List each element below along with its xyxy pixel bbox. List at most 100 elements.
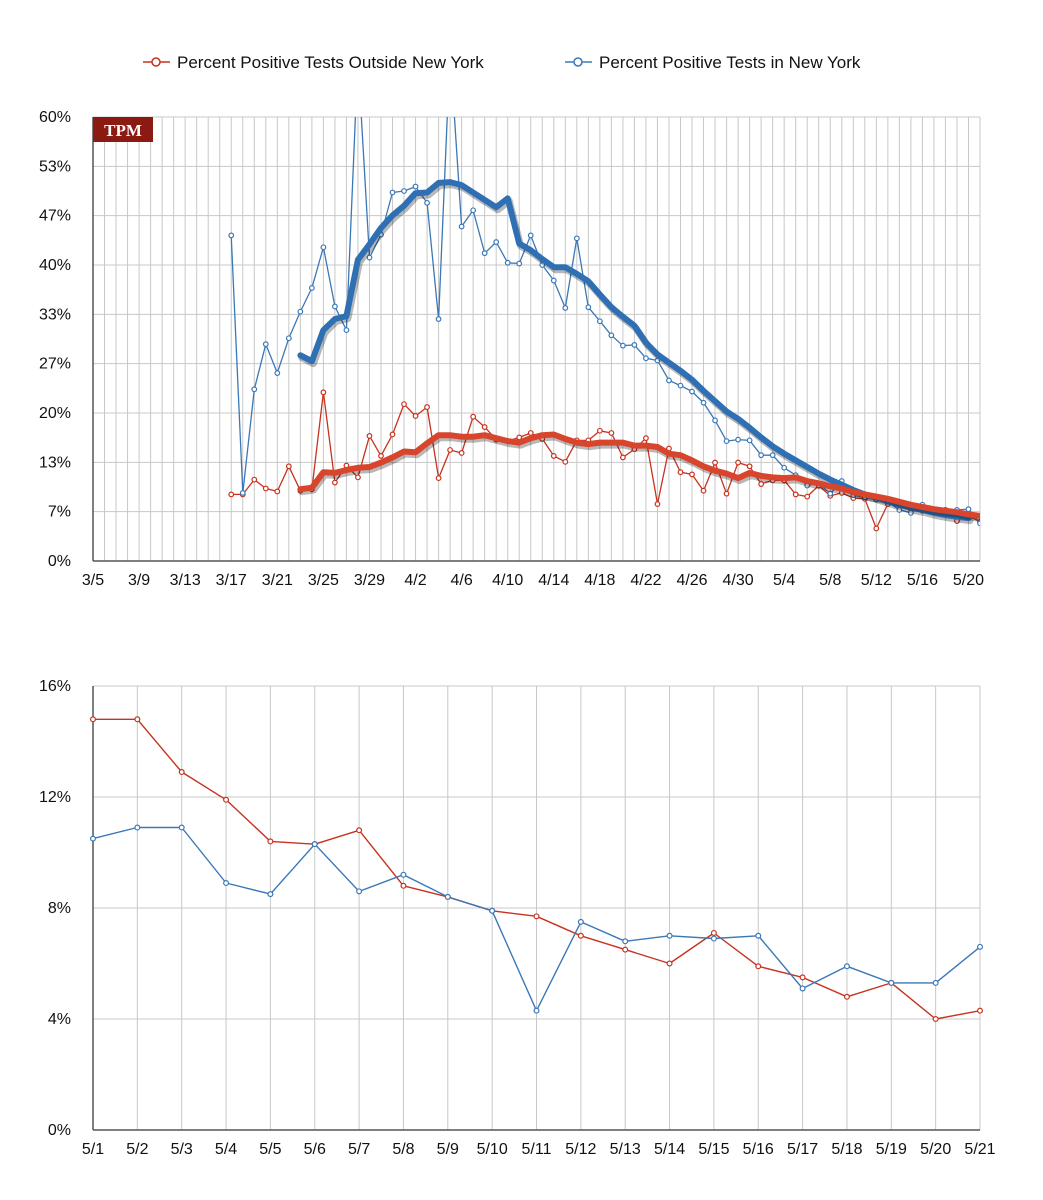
- data-point-newyork: [689, 388, 695, 395]
- x-tick-label: 5/18: [831, 1141, 862, 1158]
- data-point-newyork: [262, 341, 269, 348]
- data-point-outside: [723, 490, 730, 497]
- y-tick-label: 33%: [39, 306, 71, 323]
- x-tick-label: 5/16: [907, 572, 938, 589]
- data-point-newyork: [977, 520, 980, 527]
- x-tick-label: 5/4: [773, 572, 795, 589]
- y-tick-label: 47%: [39, 208, 71, 225]
- x-tick-label: 5/21: [964, 1141, 995, 1158]
- bottom-chart-grid: [92, 685, 981, 1131]
- legend-label-outside: Percent Positive Tests Outside New York: [177, 53, 484, 72]
- y-tick-label: 53%: [39, 158, 71, 175]
- data-point-newyork: [311, 841, 318, 848]
- data-point-newyork: [585, 304, 592, 311]
- legend-marker-outside: [151, 57, 161, 67]
- data-point-outside: [274, 488, 281, 495]
- data-point-outside: [596, 427, 603, 434]
- data-point-newyork: [308, 285, 315, 291]
- bottom-chart: 0% 4% 8% 12% 16% 5/1 5/2 5/3 5/4 5/5 5/6 5/7 5/8 5/9…: [39, 678, 996, 1158]
- data-point-outside: [550, 453, 557, 459]
- data-point-outside: [332, 479, 338, 486]
- data-point-newyork: [654, 357, 661, 364]
- top-chart-series: [228, 48, 1017, 532]
- data-point-outside: [989, 519, 994, 524]
- data-point-newyork: [424, 199, 430, 206]
- data-point-outside: [562, 458, 569, 465]
- data-point-outside: [400, 882, 407, 889]
- x-tick-label: 5/4: [215, 1141, 237, 1158]
- data-point-newyork: [134, 824, 141, 831]
- data-point-newyork: [267, 891, 274, 898]
- data-point-outside: [378, 453, 384, 459]
- data-point-newyork: [608, 332, 615, 339]
- data-point-newyork: [596, 318, 603, 325]
- data-point-newyork: [758, 452, 765, 459]
- data-point-newyork: [274, 370, 281, 376]
- x-tick-label: 5/12: [565, 1141, 596, 1158]
- x-tick-label: 5/1: [82, 1141, 104, 1158]
- trend-shadow-newyork_trend: [298, 181, 974, 525]
- top-chart-grid: [92, 116, 981, 562]
- x-tick-label: 5/17: [787, 1141, 818, 1158]
- data-point-newyork: [666, 377, 672, 384]
- data-point-newyork: [573, 235, 580, 242]
- legend-item-outside: Percent Positive Tests Outside New York: [143, 53, 484, 72]
- legend: Percent Positive Tests Outside New York …: [143, 53, 861, 72]
- x-tick-label: 4/26: [676, 572, 707, 589]
- top-chart-x-tick-labels: 3/5 3/9 3/13 3/17 3/21 3/25 3/29 4/2 4/6 4/10 4/14…: [82, 572, 984, 589]
- data-point-newyork: [89, 835, 96, 842]
- data-point-outside: [178, 769, 185, 776]
- x-tick-label: 4/22: [630, 572, 661, 589]
- data-point-outside: [355, 474, 361, 481]
- data-point-outside: [435, 475, 442, 482]
- x-tick-label: 5/11: [522, 1141, 552, 1158]
- data-point-newyork: [178, 824, 185, 831]
- legend-item-newyork: Percent Positive Tests in New York: [565, 53, 861, 72]
- data-point-outside: [458, 450, 465, 456]
- data-point-newyork: [622, 938, 629, 945]
- data-point-newyork: [400, 871, 407, 878]
- data-point-newyork: [448, 48, 453, 53]
- x-tick-label: 5/16: [743, 1141, 774, 1158]
- data-point-newyork: [516, 260, 523, 267]
- data-point-outside: [976, 1007, 983, 1014]
- tpm-badge-text: TPM: [104, 121, 142, 140]
- data-point-newyork: [577, 918, 584, 925]
- data-point-outside: [481, 424, 488, 430]
- data-point-outside: [710, 929, 717, 936]
- data-point-newyork: [631, 342, 638, 348]
- x-tick-label: 5/15: [698, 1141, 729, 1158]
- data-point-newyork: [769, 452, 776, 459]
- data-point-newyork: [989, 516, 994, 521]
- data-point-newyork: [1001, 520, 1006, 525]
- data-point-newyork: [619, 342, 626, 349]
- data-point-outside: [804, 493, 811, 500]
- y-tick-label: 12%: [39, 789, 71, 806]
- data-point-outside: [89, 716, 96, 723]
- data-point-newyork: [677, 382, 684, 389]
- data-point-outside: [228, 491, 235, 498]
- data-point-outside: [401, 401, 407, 408]
- x-tick-label: 3/5: [82, 572, 104, 589]
- data-point-newyork: [976, 943, 983, 950]
- x-tick-label: 5/6: [304, 1141, 326, 1158]
- data-point-outside: [356, 827, 363, 834]
- data-point-outside: [677, 469, 684, 476]
- data-point-outside: [873, 525, 880, 532]
- data-point-outside: [389, 431, 396, 438]
- x-tick-label: 5/5: [259, 1141, 281, 1158]
- data-point-newyork: [1012, 519, 1017, 524]
- data-point-newyork: [712, 417, 718, 424]
- data-point-outside: [285, 463, 292, 470]
- data-point-newyork: [527, 232, 534, 239]
- data-point-newyork: [965, 506, 972, 513]
- x-tick-label: 3/21: [262, 572, 293, 589]
- x-tick-label: 5/20: [920, 1141, 951, 1158]
- data-point-newyork: [285, 335, 292, 342]
- x-tick-label: 5/8: [392, 1141, 414, 1158]
- x-tick-label: 3/25: [308, 572, 339, 589]
- data-point-outside: [619, 454, 626, 461]
- top-chart: 0%7%13%20%27%33%40%47%53%60% 3/5 3/9 3/13 3…: [39, 48, 1017, 589]
- bottom-chart-x-tick-labels: 5/1 5/2 5/3 5/4 5/5 5/6 5/7 5/8 5/9 5/10 5/11 5/12 5…: [82, 1141, 996, 1158]
